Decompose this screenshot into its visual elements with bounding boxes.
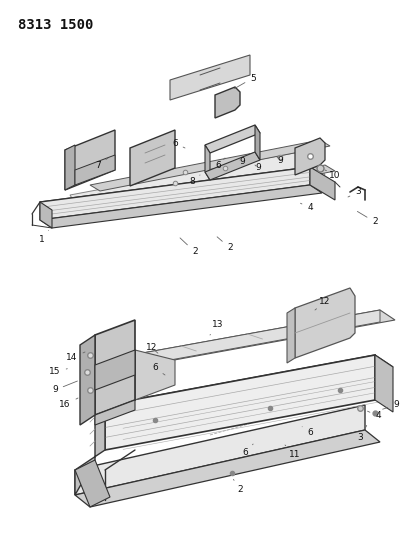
Text: 9: 9 — [52, 381, 77, 394]
Text: 6: 6 — [172, 139, 184, 148]
Polygon shape — [40, 202, 52, 228]
Polygon shape — [40, 167, 321, 210]
Polygon shape — [170, 55, 249, 100]
Polygon shape — [105, 355, 392, 417]
Polygon shape — [115, 310, 379, 370]
Text: 16: 16 — [59, 398, 78, 409]
Text: 15: 15 — [49, 367, 67, 376]
Polygon shape — [95, 400, 135, 425]
Polygon shape — [65, 130, 115, 190]
Text: 14: 14 — [66, 352, 85, 362]
Polygon shape — [65, 145, 75, 190]
Text: 12: 12 — [146, 343, 157, 353]
Polygon shape — [115, 310, 394, 368]
Polygon shape — [75, 405, 364, 495]
Text: 10: 10 — [324, 170, 340, 180]
Text: 4: 4 — [300, 203, 312, 213]
Text: 3: 3 — [356, 425, 366, 442]
Polygon shape — [40, 185, 321, 228]
Text: 2: 2 — [180, 238, 197, 256]
Polygon shape — [95, 165, 334, 216]
Text: 3: 3 — [347, 188, 360, 197]
Polygon shape — [90, 140, 329, 191]
Text: 4: 4 — [366, 411, 380, 421]
Polygon shape — [75, 405, 105, 495]
Polygon shape — [130, 130, 175, 186]
Text: 6: 6 — [152, 364, 164, 375]
Text: 1: 1 — [39, 230, 48, 245]
Text: 9: 9 — [238, 157, 244, 166]
Polygon shape — [40, 167, 309, 220]
Polygon shape — [294, 288, 354, 358]
Text: 12: 12 — [314, 297, 330, 310]
Polygon shape — [204, 145, 209, 180]
Polygon shape — [95, 320, 135, 415]
Polygon shape — [70, 150, 324, 220]
Text: 11: 11 — [284, 445, 300, 459]
Polygon shape — [294, 138, 324, 175]
Polygon shape — [75, 430, 379, 507]
Polygon shape — [204, 125, 259, 153]
Text: 9: 9 — [276, 156, 282, 165]
Text: 6: 6 — [242, 444, 252, 457]
Text: 8: 8 — [189, 175, 200, 187]
Polygon shape — [80, 335, 95, 425]
Polygon shape — [105, 355, 374, 450]
Text: 9: 9 — [254, 164, 260, 173]
Text: 8313 1500: 8313 1500 — [18, 18, 93, 32]
Text: 9: 9 — [382, 400, 398, 409]
Polygon shape — [135, 350, 175, 400]
Polygon shape — [374, 355, 392, 412]
Polygon shape — [254, 125, 259, 160]
Polygon shape — [204, 152, 259, 180]
Text: 5: 5 — [234, 74, 255, 88]
Text: 6: 6 — [215, 158, 225, 169]
Polygon shape — [75, 460, 110, 507]
Text: 13: 13 — [209, 320, 223, 335]
Polygon shape — [214, 87, 239, 118]
Text: 2: 2 — [357, 212, 377, 227]
Text: 2: 2 — [233, 479, 242, 495]
Polygon shape — [286, 308, 294, 363]
Text: 2: 2 — [217, 237, 232, 253]
Polygon shape — [95, 350, 135, 390]
Text: 7: 7 — [95, 158, 108, 169]
Polygon shape — [309, 167, 334, 200]
Polygon shape — [75, 155, 115, 185]
Text: 6: 6 — [301, 427, 312, 438]
